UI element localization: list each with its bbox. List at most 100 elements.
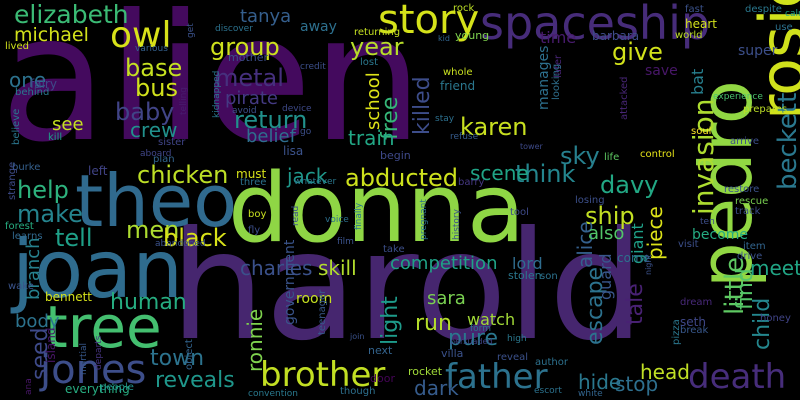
word-body: body [15, 311, 60, 332]
word-son: son [540, 271, 558, 282]
word-rescue: rescue [735, 196, 769, 207]
word-returning: returning [354, 27, 401, 38]
word-rocket: rocket [408, 365, 443, 378]
word-voice: voice [325, 215, 349, 225]
word-elizabeth: elizabeth [14, 0, 129, 29]
word-time: time [540, 28, 577, 47]
word-barbara: barbara [592, 29, 640, 43]
word-rock: rock [453, 3, 475, 14]
word-think: think [515, 160, 576, 188]
word-young: young [455, 29, 490, 42]
word-various: various [135, 44, 168, 54]
word-guard: guard [596, 253, 615, 300]
word-pure: pure [448, 326, 499, 351]
word-tree: tree [45, 293, 162, 361]
word-fast: fast [685, 4, 704, 15]
word-bus: bus [135, 74, 178, 102]
word-restore: restore [724, 184, 760, 195]
word-control: control [640, 149, 675, 160]
word-ronnie: ronnie [243, 308, 267, 372]
word-help: help [17, 176, 69, 204]
word-charles: charles [240, 256, 313, 280]
word-story: story [378, 0, 480, 43]
word-everything: everything [65, 382, 130, 396]
word-heart: heart [685, 17, 717, 31]
word-also: also [588, 223, 625, 244]
word-left: left [88, 164, 108, 178]
word-lord: lord [512, 254, 543, 273]
word-bat: bat [688, 68, 707, 95]
word-government: government [282, 239, 298, 325]
word-joan: joan [12, 223, 183, 316]
word-learns: learns [12, 231, 43, 242]
word-metal: metal [215, 64, 284, 92]
word-skill: skill [318, 256, 357, 280]
word-lived: lived [5, 41, 29, 52]
word-though: though [340, 386, 376, 397]
word-white: white [578, 389, 603, 399]
word-human: human [110, 290, 187, 315]
word-jack: jack [287, 164, 328, 188]
word-credit: credit [300, 62, 326, 72]
word-whole: whole [443, 67, 473, 78]
word-teenager: teenager [317, 289, 328, 335]
word-strange: strange [7, 161, 18, 200]
word-town: town [150, 346, 205, 371]
word-departs: departs [94, 335, 104, 370]
word-night: night [644, 254, 653, 275]
word-must: must [236, 167, 267, 181]
word-lost: lost [360, 57, 379, 68]
word-dream: dream [680, 297, 713, 308]
word-reveals: reveals [155, 368, 235, 393]
word-room: room [296, 291, 333, 307]
word-pregnant: pregnant [419, 199, 429, 240]
word-believe: believe [11, 108, 22, 145]
word-despite: despite [745, 4, 782, 15]
word-looking: looking [551, 63, 562, 100]
word-aboard: aboard [140, 149, 172, 159]
word-bennett: bennett [45, 290, 93, 304]
word-abandoned: abandoned [155, 239, 206, 249]
word-light: light [378, 296, 403, 345]
word-reveal: reveal [497, 352, 529, 363]
word-come: come [617, 251, 651, 265]
word-kid: kid [438, 34, 450, 43]
word-friend: friend [440, 79, 476, 93]
word-pizza: pizza [671, 319, 682, 345]
word-father: father [445, 357, 548, 397]
word-get: get [186, 23, 196, 38]
word-mother: mother [228, 51, 269, 64]
word-become: become [692, 227, 749, 243]
word-track: track [735, 206, 761, 217]
word-abducted: abducted [345, 164, 458, 192]
word-break: break [680, 325, 709, 336]
word-men: men [126, 216, 180, 244]
word-author: author [535, 357, 568, 368]
word-forest: forest [5, 221, 34, 232]
word-avoid: avoid [232, 106, 257, 116]
word-world: world [675, 30, 703, 41]
word-calm: calm [785, 9, 800, 19]
word-karen: karen [460, 113, 528, 141]
word-read: read [291, 205, 301, 226]
word-sister: sister [158, 137, 186, 148]
word-ana: ana [24, 378, 34, 395]
word-competition: competition [390, 253, 498, 274]
word-seth: seth [680, 315, 706, 329]
word-donna: donna [228, 154, 526, 264]
word-drive: drive [737, 251, 763, 262]
word-behind: behind [15, 87, 50, 98]
word-davy: davy [600, 171, 659, 199]
word-harold: harold [170, 200, 645, 374]
word-stay: stay [435, 114, 455, 124]
word-tanya: tanya [240, 6, 292, 27]
word-three: three [240, 177, 267, 188]
word-burke: burke [12, 162, 41, 173]
word-hide: hide [578, 370, 622, 394]
word-base: base [125, 54, 183, 82]
word-object: object [184, 339, 195, 370]
word-sky: sky [560, 142, 600, 170]
word-martial: martial [79, 342, 89, 375]
word-barry: barry [458, 177, 485, 188]
word-history: history [452, 209, 462, 240]
